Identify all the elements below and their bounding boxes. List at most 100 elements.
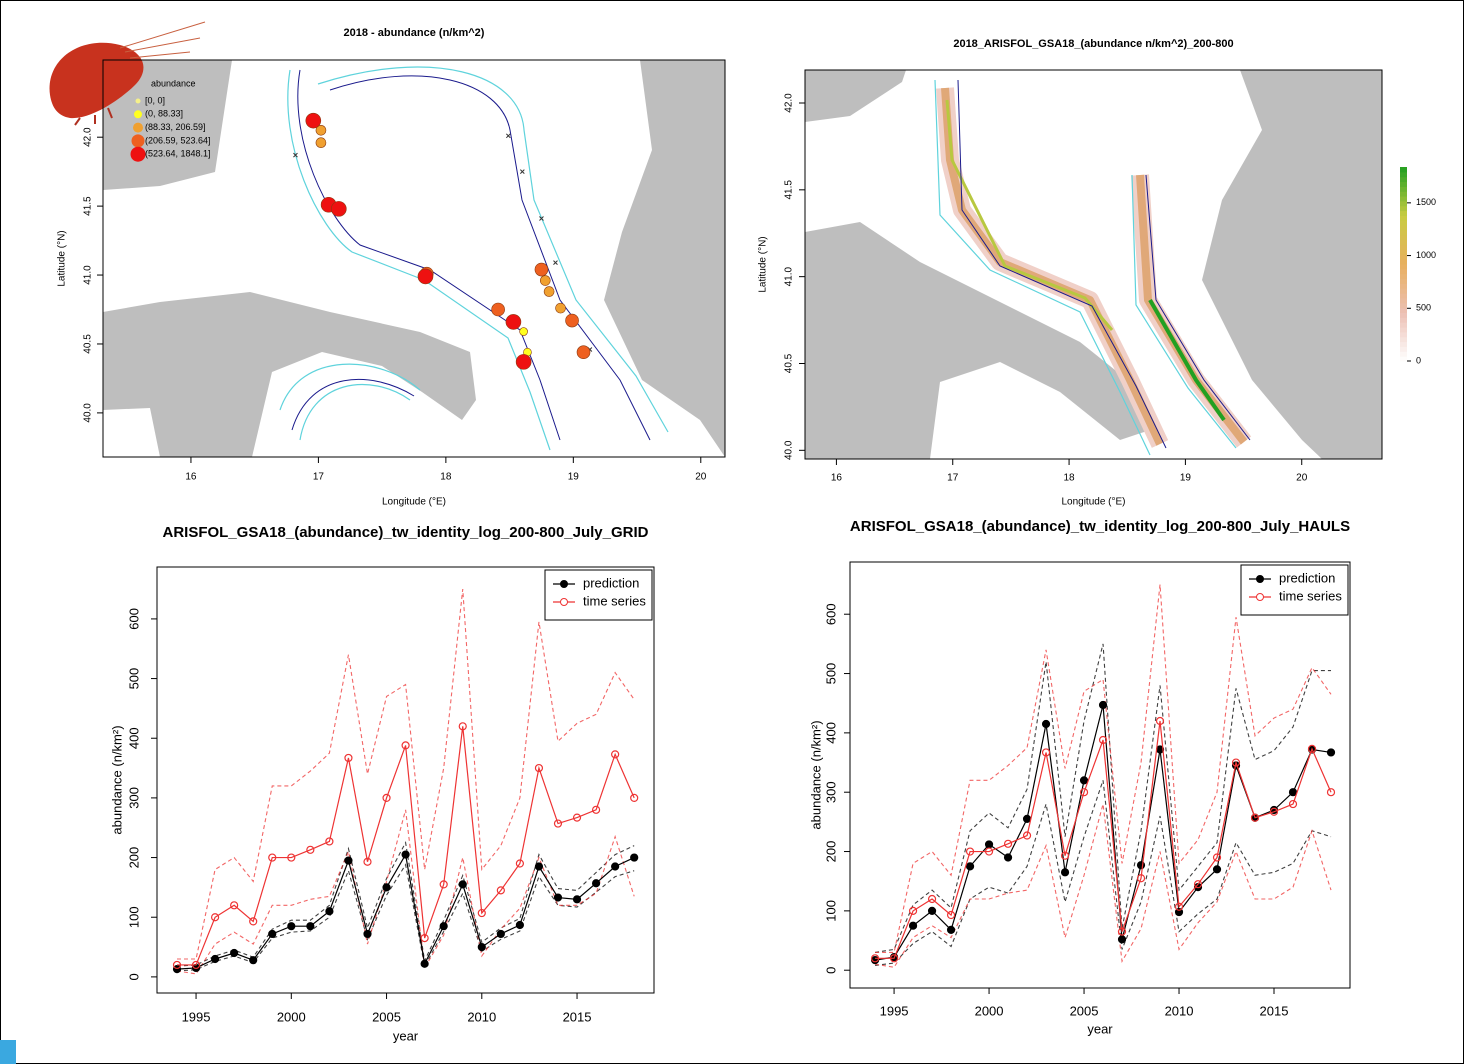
point [344,753,353,763]
point [230,901,239,910]
colorbar-cell [1400,239,1407,246]
point [611,862,620,871]
legend-swatch [133,122,143,133]
point [946,925,956,934]
series-line [875,720,1332,959]
y-tick-label: 300 [823,781,838,803]
x-tick-label: 17 [313,472,325,483]
point [439,922,448,931]
point [1079,788,1089,797]
point [439,880,448,889]
legend-label: prediction [583,575,639,590]
colorbar-cell [1400,215,1407,221]
colorbar-cell [1400,268,1407,275]
point [287,853,296,862]
y-axis-label: Latitude (°N) [758,236,769,292]
x-axis-label: year [393,1028,419,1043]
x-axis-label: year [1087,1021,1113,1036]
point [534,763,544,773]
point [515,859,524,868]
plot-frame [102,59,726,458]
point [576,345,591,360]
point [908,906,918,915]
y-tick-label: 0 [823,967,838,974]
colorbar-cell [1400,186,1407,192]
x-axis-label: Longitude (°E) [1061,497,1125,508]
x-tick-label: 1995 [880,1003,909,1018]
point [1155,716,1165,726]
point [1003,839,1013,848]
point [249,956,258,965]
point [889,954,899,963]
point [382,793,391,802]
point [496,886,505,895]
point [1079,776,1089,785]
colorbar-cell [1400,327,1407,333]
colorbar-cell [1400,283,1407,289]
chart-title: 2018 - abundance (n/km^2) [344,27,485,39]
y-tick-label: 300 [126,787,141,809]
confidence-line [875,780,1332,966]
legend-swatch [130,146,146,162]
point [1117,935,1127,944]
point [1098,735,1108,745]
point [539,275,551,286]
point [555,302,566,314]
colorbar-cell [1400,317,1407,323]
legend-label: (206.59, 523.64] [145,135,211,145]
point [565,313,579,328]
point [363,929,372,939]
legend-swatch [131,134,145,148]
point [591,879,601,888]
colorbar-cell [1400,171,1407,178]
point [611,750,620,759]
confidence-line [874,803,1332,968]
colorbar-cell [1400,220,1407,226]
y-tick-label: 200 [823,841,838,863]
colorbar-cell [1400,278,1407,284]
point [1250,813,1260,822]
point [1326,788,1336,797]
legend-title: abundance [151,78,196,88]
legend-swatch [560,580,568,588]
point [1098,700,1108,710]
point [519,169,525,175]
point [1060,868,1070,877]
series-line [177,726,635,966]
colorbar-cell [1400,307,1407,313]
colorbar-cell [1400,322,1407,328]
map-background [103,60,725,457]
y-tick-label: 500 [823,663,838,685]
legend-swatch [1256,593,1264,601]
point [553,260,558,265]
legend-swatch [134,110,142,119]
point [946,910,956,920]
x-tick-label: 19 [1180,473,1192,484]
legend-swatch [560,598,568,606]
y-tick-label: 600 [823,603,838,625]
point [515,920,524,930]
point [1174,902,1184,911]
y-tick-label: 200 [126,847,141,869]
point [591,805,601,814]
x-tick-label: 2010 [467,1009,496,1024]
plot-frame [156,566,655,994]
point [539,216,544,221]
point [1326,748,1336,757]
point [417,268,434,285]
y-axis-label: Latitude (°N) [57,230,68,286]
y-tick-label: 40.5 [784,353,795,373]
colorbar-tick-label: 500 [1416,303,1431,313]
x-tick-label: 18 [440,472,452,483]
point [477,942,486,952]
x-tick-label: 17 [947,473,959,484]
legend-box [1240,564,1349,616]
point [553,893,563,902]
y-tick-label: 100 [823,900,838,922]
y-tick-label: 100 [126,906,141,928]
colorbar-cell [1400,297,1407,304]
colorbar-cell [1400,167,1407,173]
point [211,954,220,964]
legend-swatch [135,98,141,104]
